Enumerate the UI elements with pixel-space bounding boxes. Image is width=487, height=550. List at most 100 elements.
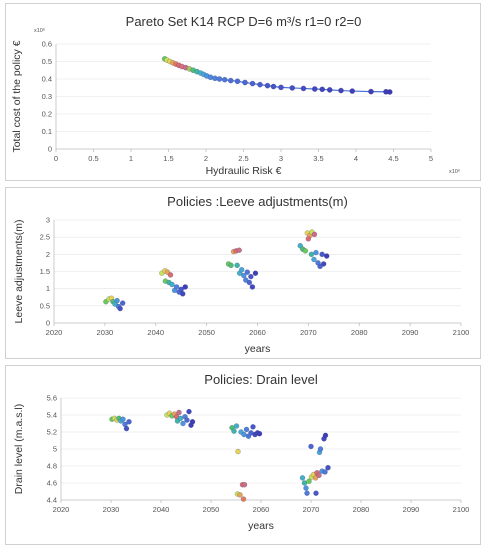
data-point [216,76,223,82]
x-multiplier: x10⁶ [449,168,460,175]
data-point [338,87,344,94]
data-point [311,256,317,263]
data-point [236,247,242,253]
drain-chart-panel: Policies: Drain level 4.4 4.6 4.8 5 5.2 5.4 5.6… [5,365,481,545]
chart-title: Policies: Drain level [204,372,318,387]
x-tick-label: 2030 [97,328,114,337]
data-point [322,432,329,439]
data-point [249,284,256,290]
data-point [264,82,271,89]
data-point [308,443,314,450]
x-tick-label: 2 [204,154,208,163]
data-point [227,77,234,84]
data-point [221,76,228,83]
y-multiplier: x10⁶ [34,27,45,34]
y-tick-label: 4.6 [47,479,57,488]
y-tick-label: 0.6 [42,40,52,49]
x-tick-label: 2020 [46,328,63,337]
data-point [117,305,123,312]
data-point [184,417,190,423]
x-tick-label: 2040 [147,328,164,337]
pareto-line [164,58,390,93]
data-point [311,231,318,238]
data-point [241,272,247,279]
data-point [323,253,330,259]
x-axis-label: years [248,520,274,532]
data-point [233,423,240,429]
data-point [257,81,263,88]
pareto-chart-panel: Pareto Set K14 RCP D=6 m³/s r1=0 r2=0 0 0.… [5,3,481,181]
data-point [311,86,318,92]
data-point [349,88,356,94]
leeve-chart-panel: Policies :Leeve adjustments(m) 0 0.5 1 1.5 2 2… [5,187,481,359]
data-point [322,469,328,475]
y-tick-label: 4.4 [47,496,57,505]
data-point [316,472,322,479]
data-point [235,448,241,455]
data-point [189,419,196,425]
y-tick-label: 0 [46,319,50,328]
data-point [326,87,333,93]
y-tick-label: 4.8 [47,462,57,471]
y-tick-label: 5.4 [47,411,57,420]
x-tick-label: 0 [54,154,58,163]
data-point [186,408,192,415]
data-point [243,426,250,433]
chart-title: Pareto Set K14 RCP D=6 m³/s r1=0 r2=0 [126,14,362,29]
x-tick-label: 2040 [153,505,170,514]
data-point [120,416,126,422]
pareto-chart: Pareto Set K14 RCP D=6 m³/s r1=0 r2=0 0 0.… [11,14,460,177]
x-tick-label: 2030 [103,505,120,514]
data-point [386,89,393,95]
x-tick-label: 2100 [453,328,470,337]
data-point [302,248,309,254]
y-axis-label: Leeve adjustments(m) [13,220,25,324]
y-tick-label: 5.6 [47,394,57,403]
drain-chart: Policies: Drain level 4.4 4.6 4.8 5 5.2 5.4 5.6… [13,372,469,532]
x-tick-label: 2060 [253,505,270,514]
y-tick-label: 5.2 [47,428,57,437]
y-tick-label: 0.5 [42,57,52,66]
data-point [228,262,234,269]
data-point [300,85,307,92]
data-point [241,481,248,488]
y-tick-label: 1.5 [40,267,50,276]
y-axis-label: Drain level (m.a.s.l) [13,404,25,494]
data-point [289,85,296,91]
x-tick-label: 2020 [53,505,70,514]
y-tick-label: 2 [46,250,50,259]
x-tick-label: 3.5 [313,154,323,163]
x-tick-label: 2.5 [238,154,248,163]
data-point [239,267,245,273]
y-tick-label: 0.3 [42,92,52,101]
x-axis-label: Hydraulic Risk € [206,165,282,177]
data-point [319,251,325,258]
data-point [176,409,182,416]
data-point [244,269,251,275]
x-tick-label: 2060 [249,328,266,337]
data-point [248,273,254,280]
y-tick-label: 2.5 [40,233,50,242]
data-point [180,420,186,427]
y-tick-label: 5 [53,445,57,454]
data-point [237,492,243,498]
x-axis-label: years [245,343,271,355]
data-point [306,478,312,485]
data-point [299,475,306,481]
data-point [182,284,188,290]
data-point [317,446,324,452]
x-tick-label: 1 [129,154,133,163]
y-tick-label: 0.1 [42,127,52,136]
data-point [256,430,263,437]
data-point [319,86,326,93]
data-point [249,80,256,87]
data-point [177,415,184,422]
x-tick-label: 2090 [402,328,419,337]
x-tick-label: 2070 [303,505,320,514]
data-point [320,261,327,267]
y-tick-label: 1 [46,284,50,293]
y-tick-label: 0.4 [42,75,52,84]
x-tick-label: 5 [429,154,433,163]
leeve-chart: Policies :Leeve adjustments(m) 0 0.5 1 1.5 2 2… [13,194,470,355]
y-axis-label: Total cost of the policy € [11,40,23,152]
